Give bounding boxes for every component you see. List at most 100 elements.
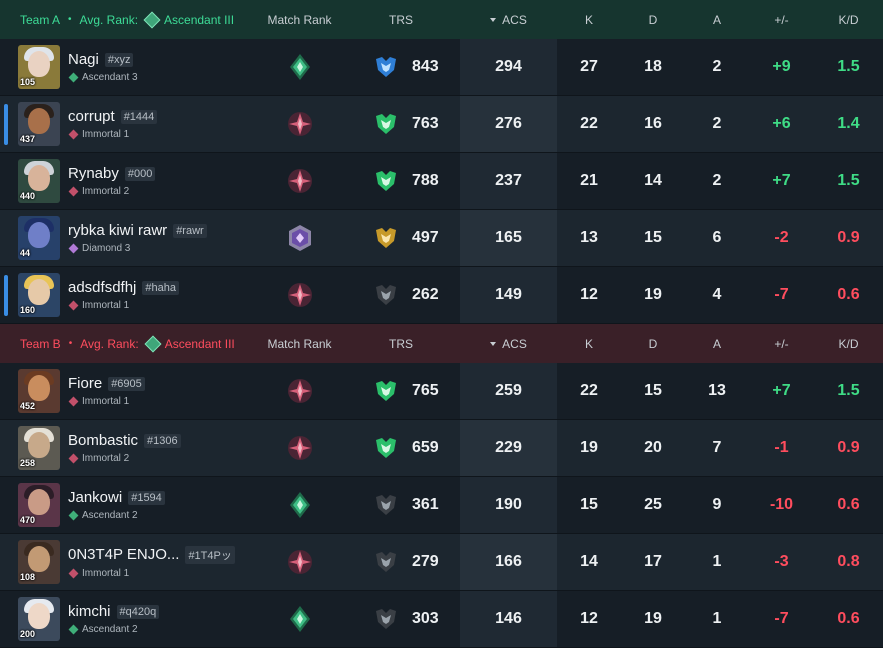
column-header-d[interactable]: D xyxy=(648,12,658,27)
team-b-name: Team B xyxy=(20,336,61,351)
acs-value: 166 xyxy=(495,553,522,570)
assists-value: 6 xyxy=(712,229,722,246)
player-row[interactable]: 470 Jankowi #1594 Ascendant 2 361 190 15 25 9 -10… xyxy=(0,477,883,534)
acs-value: 190 xyxy=(495,496,522,513)
player-tag: #1T4Pッ xyxy=(185,545,235,564)
player-cell[interactable]: 452 Fiore #6905 Immortal 1 xyxy=(0,363,257,419)
player-rank: Ascendant 2 xyxy=(82,510,138,521)
rank-mini-icon xyxy=(68,186,79,197)
column-header-acs[interactable]: ACS xyxy=(460,13,557,27)
kills-value: 15 xyxy=(580,496,598,513)
player-row[interactable]: 160 adsdfsdfhj #haha Immortal 1 262 149 12 19 4 -… xyxy=(0,267,883,324)
column-header-plus-minus[interactable]: +/- xyxy=(774,12,789,27)
player-cell[interactable]: 470 Jankowi #1594 Ascendant 2 xyxy=(0,477,257,533)
player-tag: #xyz xyxy=(104,52,134,67)
team-b-title: Team B • Avg. Rank: Ascendant III xyxy=(0,335,257,352)
agent-avatar: 437 xyxy=(18,102,60,146)
agent-avatar: 108 xyxy=(18,540,60,584)
team-a-rows: 105 Nagi #xyz Ascendant 3 843 294 27 18 2 +9 1.5 43… xyxy=(0,39,883,324)
assists-value: 1 xyxy=(712,610,722,627)
player-cell[interactable]: 160 adsdfsdfhj #haha Immortal 1 xyxy=(0,267,257,323)
kills-value: 19 xyxy=(580,439,598,456)
rank-mini-icon xyxy=(68,72,79,83)
agent-avatar: 258 xyxy=(18,426,60,470)
player-cell[interactable]: 200 kimchi #q420q Ascendant 2 xyxy=(0,591,257,647)
player-name[interactable]: kimchi xyxy=(68,603,111,620)
plus-minus-value: -2 xyxy=(774,229,789,246)
player-row[interactable]: 105 Nagi #xyz Ascendant 3 843 294 27 18 2 +9 1.5 xyxy=(0,39,883,96)
player-rank: Immortal 1 xyxy=(82,396,130,407)
team-a-title: Team A • Avg. Rank: Ascendant III xyxy=(0,11,257,28)
team-b-avg-rank-label: Avg. Rank: xyxy=(80,336,139,351)
plus-minus-value: +7 xyxy=(772,172,791,189)
player-row[interactable]: 108 0N3T4P ENJO... #1T4Pッ Immortal 1 279 166 1… xyxy=(0,534,883,591)
kd-value: 1.5 xyxy=(837,382,860,399)
sort-desc-icon xyxy=(490,341,497,346)
column-header-a[interactable]: A xyxy=(712,12,721,27)
column-header-k[interactable]: K xyxy=(584,12,593,27)
player-row[interactable]: 437 corrupt #1444 Immortal 1 763 276 22 16 2 +6 1.… xyxy=(0,96,883,153)
player-name[interactable]: Rynaby xyxy=(68,165,119,182)
player-name[interactable]: 0N3T4P ENJO... xyxy=(68,546,180,563)
player-row[interactable]: 44 rybka kiwi rawr #rawr Diamond 3 497 165 13 1… xyxy=(0,210,883,267)
deaths-value: 18 xyxy=(644,58,662,75)
player-name[interactable]: Bombastic xyxy=(68,432,139,449)
player-cell[interactable]: 105 Nagi #xyz Ascendant 3 xyxy=(0,39,257,95)
player-name[interactable]: corrupt xyxy=(68,108,115,125)
kills-value: 14 xyxy=(580,553,598,570)
acs-value: 237 xyxy=(495,172,522,189)
rank-mini-icon xyxy=(68,624,79,635)
column-header-d[interactable]: D xyxy=(648,336,658,351)
sort-desc-icon xyxy=(490,17,497,22)
account-level: 470 xyxy=(20,515,36,525)
column-header-match-rank[interactable]: Match Rank xyxy=(267,12,332,27)
assists-value: 9 xyxy=(712,496,722,513)
player-row[interactable]: 452 Fiore #6905 Immortal 1 765 259 22 15 13 +7 1.5 xyxy=(0,363,883,420)
acs-value: 276 xyxy=(495,115,522,132)
kd-value: 1.5 xyxy=(837,58,860,75)
player-rank: Immortal 1 xyxy=(82,567,130,579)
column-header-acs[interactable]: ACS xyxy=(460,337,557,351)
trs-value: 361 xyxy=(412,496,439,513)
trs-badge-icon xyxy=(374,380,398,402)
player-cell[interactable]: 44 rybka kiwi rawr #rawr Diamond 3 xyxy=(0,210,257,266)
column-header-k[interactable]: K xyxy=(584,336,593,351)
kd-value: 0.9 xyxy=(837,229,860,246)
player-row[interactable]: 440 Rynaby #000 Immortal 2 788 237 21 14 2 +7 1.5 xyxy=(0,153,883,210)
player-row[interactable]: 200 kimchi #q420q Ascendant 2 303 146 12 19 1 -7 0… xyxy=(0,591,883,648)
plus-minus-value: +7 xyxy=(772,382,791,399)
ascendant-rank-icon xyxy=(144,335,162,352)
player-cell[interactable]: 258 Bombastic #1306 Immortal 2 xyxy=(0,420,257,476)
player-tag: #6905 xyxy=(108,376,145,391)
column-header-kd[interactable]: K/D xyxy=(838,12,859,27)
player-row[interactable]: 258 Bombastic #1306 Immortal 2 659 229 19 20 7 -1… xyxy=(0,420,883,477)
player-cell[interactable]: 440 Rynaby #000 Immortal 2 xyxy=(0,153,257,209)
trs-badge-icon xyxy=(374,551,398,573)
player-name[interactable]: adsdfsdfhj xyxy=(68,279,137,296)
trs-badge-icon xyxy=(374,437,398,459)
kd-value: 1.4 xyxy=(837,115,860,132)
column-header-a[interactable]: A xyxy=(712,336,721,351)
ascendant-rank-icon xyxy=(143,11,161,28)
player-cell[interactable]: 108 0N3T4P ENJO... #1T4Pッ Immortal 1 xyxy=(0,534,257,590)
column-header-trs[interactable]: TRS xyxy=(389,336,413,351)
acs-value: 165 xyxy=(495,229,522,246)
player-name[interactable]: rybka kiwi rawr xyxy=(68,222,168,239)
assists-value: 2 xyxy=(712,172,722,189)
player-cell[interactable]: 437 corrupt #1444 Immortal 1 xyxy=(0,96,257,152)
column-header-match-rank[interactable]: Match Rank xyxy=(267,336,332,351)
kills-value: 27 xyxy=(580,58,598,75)
deaths-value: 16 xyxy=(644,115,662,132)
column-header-kd[interactable]: K/D xyxy=(838,336,859,351)
player-rank: Immortal 2 xyxy=(82,186,130,197)
player-name[interactable]: Jankowi xyxy=(68,489,123,506)
agent-avatar: 440 xyxy=(18,159,60,203)
match-rank-icon xyxy=(257,96,342,152)
column-header-plus-minus[interactable]: +/- xyxy=(774,336,789,351)
player-name[interactable]: Fiore xyxy=(68,375,103,392)
match-rank-icon xyxy=(257,477,342,533)
column-header-trs[interactable]: TRS xyxy=(389,12,413,27)
deaths-value: 20 xyxy=(644,439,662,456)
trs-badge-icon xyxy=(374,608,398,630)
player-name[interactable]: Nagi xyxy=(68,51,99,68)
